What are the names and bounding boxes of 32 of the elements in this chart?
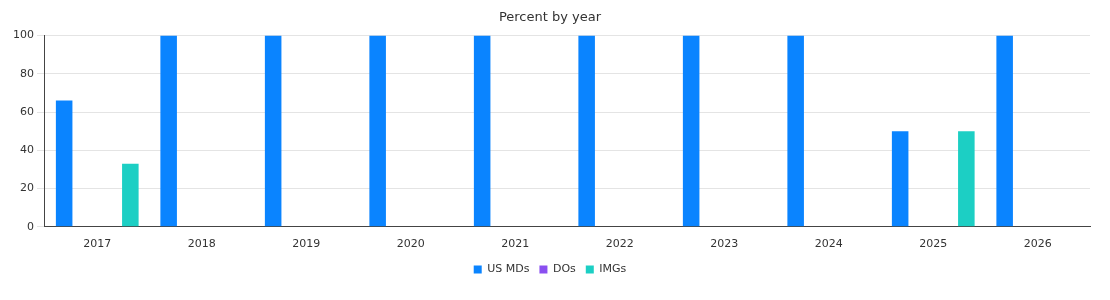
x-tick-label: 2018 bbox=[187, 237, 216, 251]
x-tick-label: 2017 bbox=[83, 237, 112, 251]
bar bbox=[891, 131, 909, 227]
bar bbox=[578, 35, 595, 227]
y-tick-label: 0 bbox=[27, 219, 34, 233]
bar bbox=[369, 35, 386, 227]
x-tick-label: 2022 bbox=[605, 237, 634, 251]
legend-label: DOs bbox=[552, 262, 577, 276]
x-tick-label: 2024 bbox=[814, 237, 843, 251]
legend-label: IMGs bbox=[599, 262, 627, 276]
chart-title: Percent by year bbox=[498, 9, 602, 25]
x-tick-label: 2023 bbox=[710, 237, 739, 251]
bar bbox=[122, 163, 139, 227]
bar bbox=[958, 131, 975, 227]
x-tick-label: 2019 bbox=[292, 237, 321, 251]
bar bbox=[55, 100, 73, 227]
bar bbox=[160, 35, 177, 227]
x-tick-label: 2020 bbox=[396, 237, 425, 251]
bar bbox=[787, 35, 804, 227]
bar bbox=[682, 35, 700, 227]
y-tick-label: 80 bbox=[20, 66, 34, 80]
x-tick-label: 2025 bbox=[919, 237, 948, 251]
x-tick-label: 2021 bbox=[501, 237, 530, 251]
x-tick-label: 2026 bbox=[1023, 237, 1052, 251]
y-tick-label: 40 bbox=[20, 143, 34, 157]
bar bbox=[264, 35, 282, 227]
bar bbox=[996, 35, 1013, 227]
legend-label: US MDs bbox=[487, 262, 530, 276]
y-tick-label: 20 bbox=[20, 181, 34, 195]
bar bbox=[473, 35, 491, 227]
y-tick-label: 100 bbox=[13, 28, 34, 42]
y-tick-label: 60 bbox=[20, 104, 34, 118]
